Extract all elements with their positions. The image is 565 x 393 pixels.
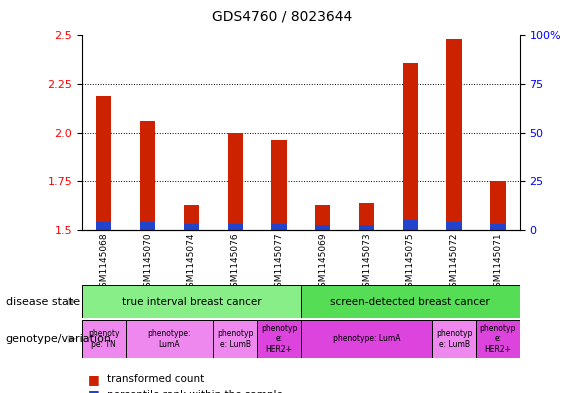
Text: GSM1145074: GSM1145074 bbox=[187, 233, 196, 293]
Bar bbox=[140, 222, 155, 230]
Bar bbox=[228, 132, 243, 230]
Text: percentile rank within the sample: percentile rank within the sample bbox=[107, 390, 283, 393]
Bar bbox=[359, 203, 374, 230]
Bar bbox=[184, 205, 199, 230]
Text: true interval breast cancer: true interval breast cancer bbox=[121, 297, 261, 307]
Bar bbox=[476, 320, 520, 358]
Text: GSM1145071: GSM1145071 bbox=[493, 233, 502, 293]
Text: phenotype:
LumA: phenotype: LumA bbox=[148, 329, 191, 349]
Text: genotype/variation: genotype/variation bbox=[6, 334, 112, 344]
Bar bbox=[403, 220, 418, 230]
Text: GSM1145073: GSM1145073 bbox=[362, 233, 371, 293]
Text: screen-detected breast cancer: screen-detected breast cancer bbox=[331, 297, 490, 307]
Bar bbox=[82, 285, 301, 318]
Bar bbox=[140, 121, 155, 230]
Bar bbox=[228, 224, 243, 230]
Bar bbox=[315, 225, 331, 230]
Bar bbox=[490, 224, 506, 230]
Bar bbox=[125, 320, 214, 358]
Bar bbox=[432, 320, 476, 358]
Text: phenoty
pe: TN: phenoty pe: TN bbox=[88, 329, 120, 349]
Text: ■: ■ bbox=[88, 388, 99, 393]
Bar bbox=[214, 320, 257, 358]
Bar bbox=[271, 224, 286, 230]
Text: GSM1145076: GSM1145076 bbox=[231, 233, 240, 293]
Text: phenotyp
e: LumB: phenotyp e: LumB bbox=[217, 329, 253, 349]
Bar bbox=[82, 320, 125, 358]
Text: phenotyp
e:
HER2+: phenotyp e: HER2+ bbox=[480, 324, 516, 354]
Text: GSM1145077: GSM1145077 bbox=[275, 233, 284, 293]
Bar bbox=[490, 181, 506, 230]
Text: GSM1145072: GSM1145072 bbox=[450, 233, 459, 293]
Text: phenotype: LumA: phenotype: LumA bbox=[333, 334, 400, 343]
Bar bbox=[96, 95, 111, 230]
Bar bbox=[359, 225, 374, 230]
Bar bbox=[271, 140, 286, 230]
Text: GSM1145068: GSM1145068 bbox=[99, 233, 108, 293]
Bar bbox=[96, 222, 111, 230]
Text: disease state: disease state bbox=[6, 297, 80, 307]
Bar bbox=[301, 285, 520, 318]
Bar bbox=[184, 224, 199, 230]
Bar bbox=[315, 205, 331, 230]
Text: GSM1145070: GSM1145070 bbox=[143, 233, 152, 293]
Text: GSM1145075: GSM1145075 bbox=[406, 233, 415, 293]
Text: GSM1145069: GSM1145069 bbox=[318, 233, 327, 293]
Bar bbox=[301, 320, 432, 358]
Text: GDS4760 / 8023644: GDS4760 / 8023644 bbox=[212, 10, 353, 24]
Bar bbox=[257, 320, 301, 358]
Bar bbox=[446, 222, 462, 230]
Bar bbox=[403, 62, 418, 230]
Text: phenotyp
e: LumB: phenotyp e: LumB bbox=[436, 329, 472, 349]
Bar bbox=[446, 39, 462, 230]
Text: phenotyp
e:
HER2+: phenotyp e: HER2+ bbox=[261, 324, 297, 354]
Text: transformed count: transformed count bbox=[107, 374, 205, 384]
Text: ■: ■ bbox=[88, 373, 99, 386]
